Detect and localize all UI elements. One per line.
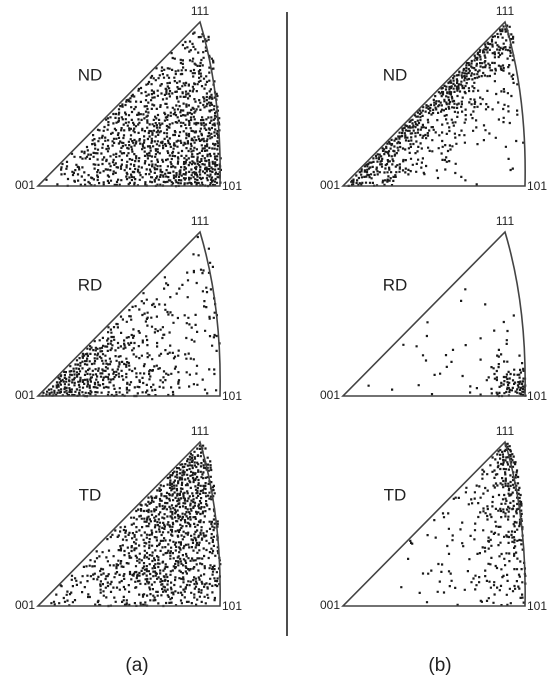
corner-label: 101	[527, 599, 547, 613]
triangle-outline	[341, 230, 526, 397]
corner-label: 111	[496, 424, 515, 438]
panel-caption: (a)	[125, 655, 148, 676]
corner-label: 001	[15, 178, 35, 192]
orientation-speckles	[400, 442, 527, 607]
direction-label: ND	[78, 65, 103, 84]
corner-label: 001	[320, 388, 340, 402]
corner-label: 111	[496, 4, 515, 18]
triangle-outline	[341, 440, 526, 607]
corner-label: 001	[320, 178, 340, 192]
corner-label: 111	[496, 214, 515, 228]
orientation-speckles	[347, 24, 525, 187]
corner-label: 101	[527, 389, 547, 403]
direction-label: RD	[78, 275, 103, 294]
triangle-outline	[341, 20, 526, 187]
orientation-speckles	[41, 235, 221, 398]
triangle-outline	[36, 20, 221, 187]
corner-label: 001	[15, 388, 35, 402]
direction-label: ND	[383, 65, 408, 84]
corner-label: 101	[222, 389, 242, 403]
direction-label: TD	[79, 485, 102, 504]
orientation-speckles	[45, 31, 223, 188]
orientation-speckles	[367, 288, 527, 398]
corner-label: 001	[320, 598, 340, 612]
corner-label: 101	[527, 179, 547, 193]
orientation-speckles	[50, 444, 222, 608]
corner-label: 101	[222, 599, 242, 613]
triangle-outline	[36, 440, 221, 607]
corner-label: 111	[191, 4, 210, 18]
direction-label: TD	[384, 485, 407, 504]
triangle-outline	[36, 230, 221, 397]
corner-label: 111	[191, 424, 210, 438]
corner-label: 101	[222, 179, 242, 193]
corner-label: 001	[15, 598, 35, 612]
corner-label: 111	[191, 214, 210, 228]
panel-caption: (b)	[428, 655, 451, 676]
direction-label: RD	[383, 275, 408, 294]
